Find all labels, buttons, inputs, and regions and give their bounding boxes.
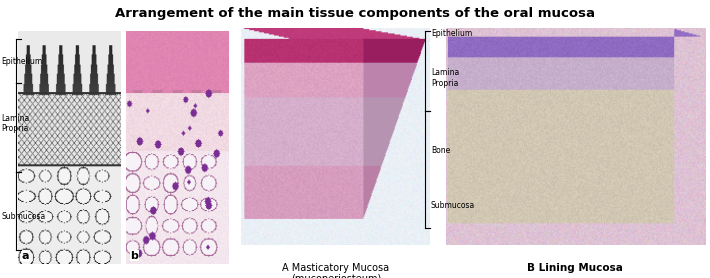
Text: A Masticatory Mucosa
(mucoperiosteum): A Masticatory Mucosa (mucoperiosteum) <box>283 263 389 278</box>
Text: b: b <box>131 250 138 260</box>
Text: Lamina
Propria: Lamina Propria <box>1 114 30 133</box>
Text: Epithelium: Epithelium <box>1 57 43 66</box>
Text: Submucosa: Submucosa <box>431 201 475 210</box>
Text: Arrangement of the main tissue components of the oral mucosa: Arrangement of the main tissue component… <box>115 7 595 20</box>
Text: Lamina
Propria: Lamina Propria <box>431 68 459 88</box>
Text: Epithelium: Epithelium <box>431 29 472 38</box>
Text: Bone: Bone <box>431 146 450 155</box>
Text: Submucosa: Submucosa <box>1 212 45 221</box>
Text: a: a <box>22 250 29 260</box>
Text: B Lining Mucosa: B Lining Mucosa <box>527 263 623 273</box>
